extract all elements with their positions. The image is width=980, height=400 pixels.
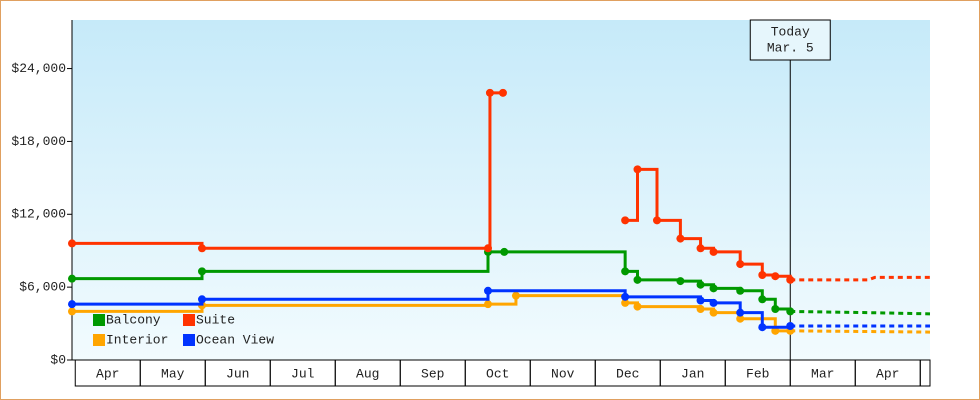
x-tick-label: May — [161, 366, 185, 381]
price-point — [758, 295, 767, 304]
price-point — [736, 286, 745, 295]
x-tick-label: Oct — [486, 366, 509, 381]
x-tick-label: Jun — [226, 366, 249, 381]
price-point — [68, 300, 76, 309]
price-point — [676, 234, 685, 243]
x-tick-label: Jul — [291, 366, 315, 381]
price-point — [621, 298, 630, 307]
x-tick-label: Jan — [681, 366, 704, 381]
today-label: Mar. 5 — [767, 40, 814, 55]
price-point — [696, 305, 705, 313]
price-point — [709, 247, 718, 256]
today-label: Today — [771, 24, 810, 39]
price-point — [68, 239, 76, 248]
price-point — [198, 267, 206, 276]
legend-label: Interior — [106, 332, 168, 347]
legend-label: Ocean View — [196, 332, 274, 347]
price-point — [198, 295, 206, 304]
price-point — [786, 307, 795, 316]
x-tick-label: Sep — [421, 366, 444, 381]
price-point — [484, 244, 492, 253]
price-point — [696, 244, 705, 253]
price-point — [758, 271, 767, 279]
price-point — [709, 308, 718, 317]
legend-swatch — [183, 334, 195, 346]
y-tick-label: $18,000 — [11, 134, 66, 149]
legend-label: Balcony — [106, 312, 161, 327]
price-point — [621, 267, 630, 276]
price-point — [633, 165, 642, 174]
price-point — [621, 292, 630, 301]
price-point — [736, 260, 745, 269]
price-point — [498, 88, 507, 97]
price-point — [653, 216, 661, 225]
price-point — [758, 323, 767, 332]
price-point — [696, 280, 705, 289]
forecast-line — [790, 309, 931, 316]
legend-swatch — [93, 334, 105, 346]
price-point — [198, 244, 206, 253]
price-point — [696, 296, 705, 305]
price-point — [771, 305, 780, 313]
x-tick-label: Aug — [356, 366, 379, 381]
price-point — [709, 284, 718, 293]
price-point — [771, 326, 780, 335]
legend-label: Suite — [196, 312, 235, 327]
price-point — [736, 308, 745, 317]
price-point — [621, 216, 630, 225]
price-point — [511, 291, 520, 300]
price-point — [484, 286, 492, 295]
price-point — [771, 272, 780, 281]
price-point — [786, 322, 795, 330]
price-point — [676, 277, 685, 286]
price-point — [68, 274, 76, 283]
y-tick-label: $0 — [50, 352, 66, 367]
today-box — [749, 19, 831, 61]
price-point — [500, 247, 509, 256]
legend-swatch — [183, 314, 195, 326]
price-point — [633, 275, 642, 284]
y-tick-label: $6,000 — [19, 280, 66, 295]
x-tick-label: Apr — [96, 366, 119, 381]
x-tick-label: Apr — [876, 366, 899, 381]
y-tick-label: $24,000 — [11, 61, 66, 76]
x-tick-box — [919, 359, 931, 387]
x-tick-label: Mar — [811, 366, 834, 381]
price-point — [484, 300, 492, 309]
price-point — [786, 275, 795, 284]
legend-swatch — [93, 314, 105, 326]
x-tick-label: Feb — [746, 366, 769, 381]
price-point — [709, 298, 718, 307]
x-tick-label: Nov — [551, 366, 575, 381]
price-point — [633, 302, 642, 311]
forecast-line — [790, 275, 930, 282]
price-point — [68, 307, 76, 316]
y-tick-label: $12,000 — [11, 207, 66, 222]
x-tick-label: Dec — [616, 366, 639, 381]
price-point — [736, 314, 745, 323]
price-point — [485, 88, 494, 97]
